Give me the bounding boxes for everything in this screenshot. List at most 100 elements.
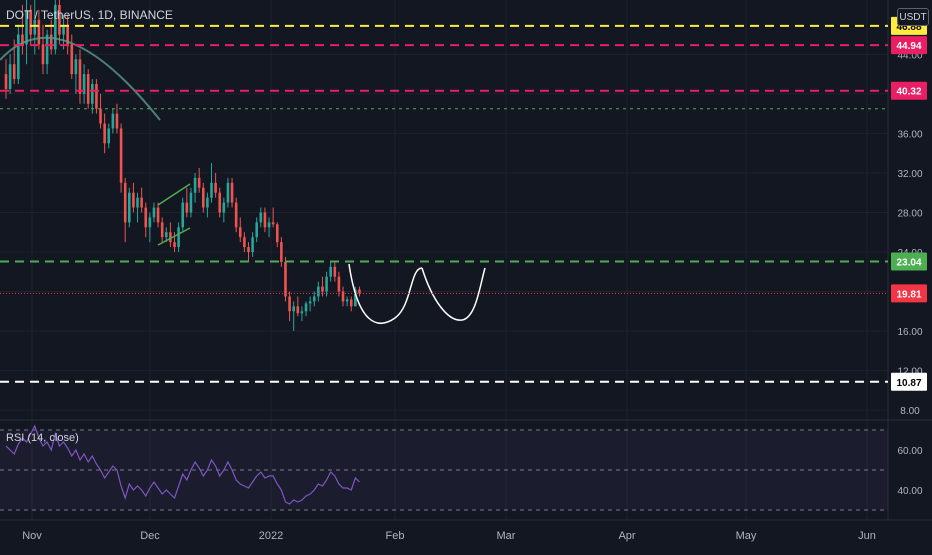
candle-body [66, 24, 69, 45]
candle-body [271, 222, 275, 225]
candle-body [193, 177, 197, 193]
candle-body [54, 4, 57, 50]
candle-body [115, 113, 119, 129]
candle-body [160, 222, 164, 238]
candle-body [86, 74, 90, 104]
y-tick-label: 28.00 [897, 208, 922, 219]
candle-body [152, 207, 156, 218]
candle-body [29, 9, 32, 35]
candle-body [82, 74, 86, 94]
y-tick-label: 16.00 [897, 327, 922, 338]
y-tick-label: 8.00 [900, 406, 920, 417]
x-tick-label: Dec [140, 530, 160, 542]
candle-body [41, 44, 45, 65]
y-tick-label: 12.00 [897, 367, 922, 378]
candle-body [349, 299, 353, 307]
x-tick-label: Feb [386, 530, 405, 542]
candle-body [58, 4, 61, 35]
candle-body [275, 224, 279, 243]
candle-body [226, 182, 230, 203]
candle-body [156, 207, 160, 223]
candle-body [234, 202, 238, 228]
candle-body [164, 232, 168, 238]
x-tick-label: Mar [497, 530, 516, 542]
candle-body [255, 222, 259, 238]
x-tick-label: Apr [618, 530, 635, 542]
candle-body [201, 187, 205, 208]
candle-body [45, 34, 49, 65]
candle-body [333, 266, 337, 277]
rsi-tick-label: 40.00 [897, 486, 922, 497]
level-label: 40.32 [896, 87, 921, 98]
x-tick-label: Jun [858, 530, 876, 542]
candle-body [337, 276, 341, 292]
candle-body [214, 182, 217, 193]
candle-body [308, 301, 312, 304]
candle-body [280, 242, 283, 262]
candle-body [317, 286, 320, 297]
rsi-tick-label: 60.00 [897, 446, 922, 457]
candle-body [304, 303, 308, 312]
candle-body [345, 299, 349, 302]
candle-body [95, 84, 98, 109]
candle-body [230, 182, 234, 203]
candle-body [37, 19, 41, 45]
candle-body [119, 128, 123, 183]
candle-body [177, 227, 180, 248]
candle-body [181, 202, 185, 228]
candle-body [21, 34, 24, 45]
x-tick-label: May [736, 530, 757, 542]
level-label: 23.04 [896, 257, 921, 268]
candle-body [169, 232, 172, 243]
candle-body [49, 34, 53, 50]
candle-body [206, 197, 209, 208]
candle-body [111, 113, 115, 129]
y-tick-label: 32.00 [897, 169, 922, 180]
candle-body [144, 207, 148, 228]
candle-body [91, 84, 94, 104]
x-tick-label: Nov [22, 530, 42, 542]
trendline-upper [157, 183, 191, 206]
candle-body [25, 9, 28, 45]
candle-body [33, 19, 37, 35]
arc-annotation [0, 36, 161, 121]
candle-body [103, 123, 106, 144]
candle-body [354, 289, 357, 307]
level-label-box [891, 36, 927, 55]
level-label-box [891, 284, 927, 303]
candle-body [17, 34, 20, 80]
candle-body [148, 217, 152, 228]
candle-body [329, 266, 332, 277]
candle-body [312, 296, 316, 302]
candle-body [267, 222, 271, 228]
candle-body [300, 311, 304, 314]
chart-title: DOT / TetherUS, 1D, BINANCE [6, 8, 173, 22]
candle-body [284, 261, 287, 297]
trendline-lower [157, 227, 191, 246]
currency-button[interactable]: USDT [897, 8, 929, 26]
y-tick-label: 44.00 [897, 50, 922, 61]
level-label-box [891, 81, 927, 100]
candle-body [8, 64, 12, 89]
candle-body [321, 286, 324, 292]
candle-body [62, 24, 65, 35]
candle-body [288, 296, 291, 312]
candle-body [243, 237, 246, 248]
level-label: 46.88 [896, 22, 921, 33]
candle-body [185, 202, 189, 213]
level-label-box [891, 252, 927, 271]
candle-body [247, 247, 250, 252]
x-tick-label: 2022 [259, 530, 283, 542]
candle-body [210, 182, 213, 198]
candle-body [173, 242, 176, 248]
candle-body [107, 128, 111, 144]
level-label: 19.81 [896, 289, 921, 300]
candle-body [197, 177, 201, 188]
candle-body [136, 197, 139, 208]
candle-body [358, 289, 361, 294]
candle-body [238, 227, 242, 238]
candle-body [325, 276, 328, 292]
rsi-line [5, 424, 360, 505]
